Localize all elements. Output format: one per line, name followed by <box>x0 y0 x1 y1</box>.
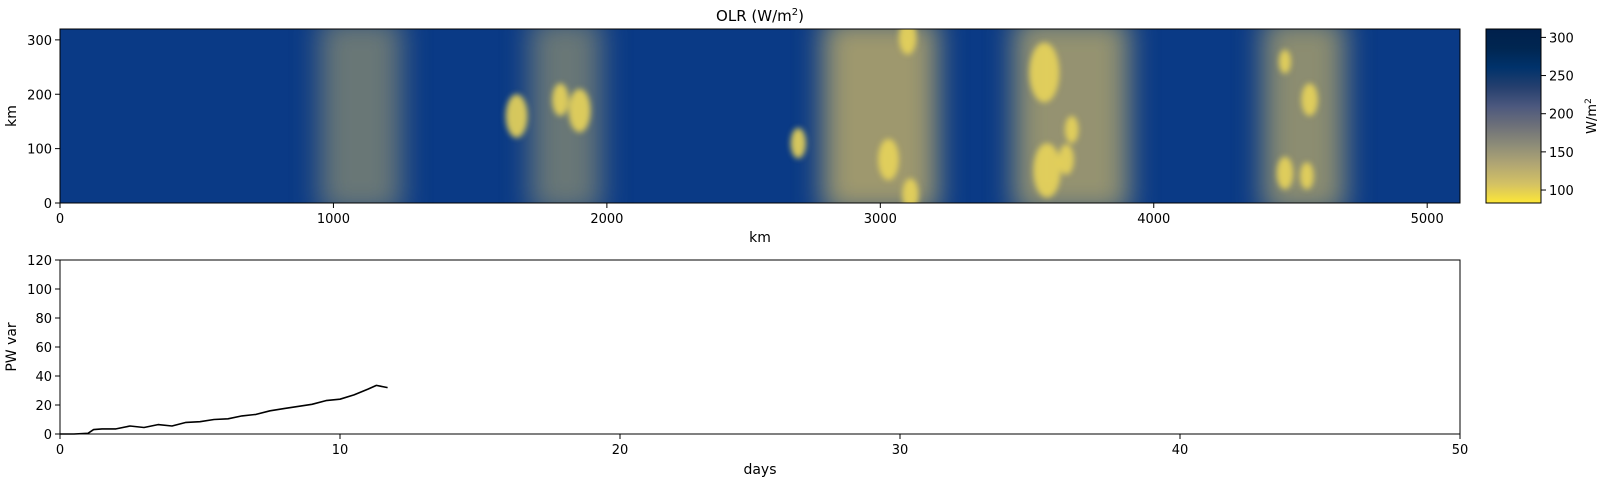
line-y-tick-label: 60 <box>35 341 52 356</box>
colorbar-tick-label: 250 <box>1549 70 1574 85</box>
heatmap-x-tick-label: 2000 <box>590 212 623 227</box>
heatmap-x-ticks: 0 1000 2000 3000 4000 5000 <box>56 203 1444 227</box>
deep-cloud-cell <box>1301 83 1318 116</box>
line-y-tick-label: 40 <box>35 370 52 385</box>
heatmap-x-label: km <box>749 230 771 246</box>
line-x-ticks: 0 10 20 30 40 50 <box>56 434 1468 458</box>
deep-cloud-cell <box>1064 116 1079 144</box>
heatmap-x-tick-label: 0 <box>56 212 64 227</box>
heatmap-title: OLR (W/m2) <box>716 7 804 25</box>
deep-cloud-cell <box>1278 49 1292 74</box>
line-y-tick-label: 0 <box>44 428 52 443</box>
colorbar-ticks: 100 150 200 250 300 <box>1541 31 1574 199</box>
line-y-label: PW var <box>4 322 20 372</box>
pw-var-line <box>60 384 388 435</box>
colorbar <box>1485 28 1542 204</box>
colorbar-tick-label: 100 <box>1549 184 1574 199</box>
line-x-tick-label: 10 <box>332 443 349 458</box>
deep-cloud-cell <box>790 127 806 159</box>
heatmap-y-tick-label: 300 <box>27 34 52 49</box>
deep-cloud-cell <box>1300 162 1314 190</box>
line-y-ticks: 0 20 40 60 80 100 120 <box>27 254 60 443</box>
convective-band <box>530 29 602 203</box>
line-x-label: days <box>743 462 776 478</box>
heatmap-x-tick-label: 5000 <box>1411 212 1444 227</box>
heatmap-plot <box>60 29 1460 203</box>
deep-cloud-cell <box>568 88 591 133</box>
heatmap-frame <box>59 28 1461 204</box>
deep-cloud-cell <box>1033 143 1061 198</box>
deep-cloud-cell <box>1029 42 1060 103</box>
deep-cloud-cell <box>1058 144 1074 175</box>
heatmap-x-tick-label: 1000 <box>317 212 350 227</box>
heatmap-y-tick-label: 200 <box>27 88 52 103</box>
colorbar-label: W/m2 <box>1584 98 1600 134</box>
line-x-tick-label: 0 <box>56 443 64 458</box>
deep-cloud-cell <box>878 138 899 181</box>
deep-cloud-cell <box>898 29 917 55</box>
line-x-tick-label: 50 <box>1452 443 1469 458</box>
line-x-tick-label: 30 <box>892 443 909 458</box>
heatmap-x-tick-label: 3000 <box>864 212 897 227</box>
line-series-group <box>60 384 388 435</box>
line-x-tick-label: 40 <box>1172 443 1189 458</box>
heatmap-y-tick-label: 0 <box>44 197 52 212</box>
heatmap-y-label: km <box>4 105 20 127</box>
line-y-tick-label: 120 <box>27 254 52 269</box>
heatmap-y-ticks: 0 100 200 300 <box>27 34 60 212</box>
convective-band <box>822 29 938 203</box>
deep-cloud-cell <box>505 94 528 138</box>
heatmap-background <box>60 29 1460 203</box>
deep-cloud-cell <box>902 178 919 203</box>
line-y-tick-label: 80 <box>35 312 52 327</box>
heatmap-y-tick-label: 100 <box>27 143 52 158</box>
heatmap-deep-clouds <box>505 29 1318 203</box>
deep-cloud-cell <box>1276 156 1294 190</box>
heatmap-x-tick-label: 4000 <box>1137 212 1170 227</box>
colorbar-tick-label: 200 <box>1549 108 1574 123</box>
line-y-tick-label: 100 <box>27 283 52 298</box>
line-y-tick-label: 20 <box>35 399 52 414</box>
line-x-tick-label: 20 <box>612 443 629 458</box>
line-plot-area <box>59 259 1461 435</box>
colorbar-tick-label: 300 <box>1549 31 1574 46</box>
colorbar-tick-label: 150 <box>1549 146 1574 161</box>
deep-cloud-cell <box>552 83 569 116</box>
convective-band <box>319 29 402 203</box>
